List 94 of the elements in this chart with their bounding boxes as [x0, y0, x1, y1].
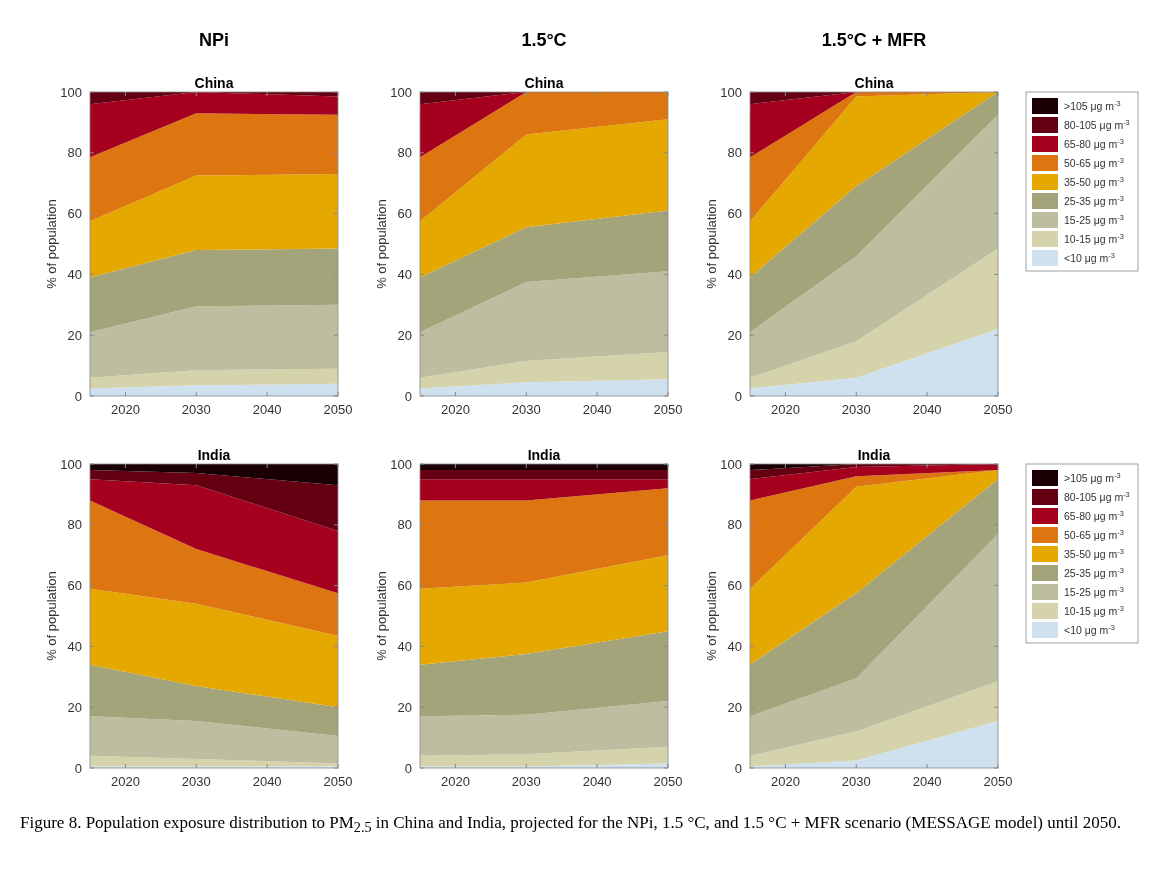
y-tick-label: 100 — [390, 456, 412, 472]
y-tick-label: 40 — [727, 266, 742, 282]
legend-label: 65-80 μg m$^{-3}$ — [1064, 136, 1124, 150]
x-tick-label: 2040 — [912, 774, 942, 789]
x-tick-label: 2020 — [110, 402, 140, 417]
x-tick-label: 2020 — [110, 774, 140, 789]
x-tick-label: 2020 — [440, 774, 470, 789]
legend-label: 25-35 μg m$^{-3}$ — [1064, 565, 1124, 579]
legend-label: 15-25 μg m$^{-3}$ — [1064, 584, 1124, 598]
y-tick-label: 80 — [397, 145, 412, 161]
x-tick-label: 2040 — [582, 774, 612, 789]
y-tick-label: 40 — [727, 638, 742, 654]
y-axis-title: % of population — [44, 199, 59, 289]
legend-label: 35-50 μg m$^{-3}$ — [1064, 174, 1124, 188]
y-tick-label: 80 — [67, 145, 82, 161]
legend-label: 25-35 μg m$^{-3}$ — [1064, 193, 1124, 207]
x-tick-label: 2030 — [841, 402, 871, 417]
legend-label: >105 μg m$^{-3}$ — [1064, 470, 1121, 484]
chart-title: 1.5°C — [521, 30, 567, 50]
chart-title: NPi — [198, 30, 230, 50]
legend-label: 15-25 μg m$^{-3}$ — [1064, 212, 1124, 226]
chart-subtitle: China — [854, 75, 894, 91]
y-axis-title: % of population — [44, 571, 59, 661]
x-tick-label: 2030 — [841, 774, 871, 789]
x-tick-label: 2040 — [912, 402, 942, 417]
y-tick-label: 0 — [734, 760, 742, 776]
chart-subtitle: India — [197, 447, 231, 463]
y-tick-label: 80 — [397, 517, 412, 533]
legend-label: <10 μg m$^{-3}$ — [1064, 250, 1115, 264]
x-tick-label: 2050 — [983, 774, 1013, 789]
y-tick-label: 60 — [67, 206, 82, 222]
y-tick-label: 20 — [67, 699, 82, 715]
chart-subtitle: India — [527, 447, 561, 463]
y-tick-label: 60 — [397, 578, 412, 594]
legend-label: 80-105 μg m$^{-3}$ — [1064, 489, 1130, 503]
y-tick-label: 20 — [727, 327, 742, 343]
x-tick-label: 2040 — [252, 774, 282, 789]
x-tick-label: 2050 — [653, 402, 683, 417]
x-tick-label: 2020 — [770, 402, 800, 417]
legend-label: 65-80 μg m$^{-3}$ — [1064, 508, 1124, 522]
y-tick-label: 40 — [397, 266, 412, 282]
legend-label: 50-65 μg m$^{-3}$ — [1064, 155, 1124, 169]
y-axis-title: % of population — [374, 199, 389, 289]
x-tick-label: 2020 — [440, 402, 470, 417]
y-tick-label: 100 — [60, 456, 82, 472]
legend-label: 80-105 μg m$^{-3}$ — [1064, 117, 1130, 131]
x-tick-label: 2030 — [181, 774, 211, 789]
x-tick-label: 2050 — [653, 774, 683, 789]
y-tick-label: 60 — [727, 206, 742, 222]
legend-label: <10 μg m$^{-3}$ — [1064, 622, 1115, 636]
y-tick-label: 100 — [390, 84, 412, 100]
chart-title: 1.5°C + MFR — [821, 30, 927, 50]
y-tick-label: 0 — [74, 760, 82, 776]
y-tick-label: 20 — [67, 327, 82, 343]
y-tick-label: 0 — [404, 760, 412, 776]
x-tick-label: 2040 — [252, 402, 282, 417]
y-tick-label: 100 — [60, 84, 82, 100]
y-tick-label: 60 — [397, 206, 412, 222]
x-tick-label: 2030 — [511, 402, 541, 417]
caption: Figure 8. Population exposure distribution to PM$_{2.5}$ in China and India, projected for the NPi, 1.5 °C, and 1.5 °C + MFR scenario (MESSAGE model) until 2050. — [19, 812, 1122, 837]
x-tick-label: 2030 — [511, 774, 541, 789]
y-tick-label: 40 — [67, 638, 82, 654]
legend-label: 10-15 μg m$^{-3}$ — [1064, 603, 1124, 617]
y-tick-label: 0 — [734, 388, 742, 404]
y-tick-label: 80 — [727, 517, 742, 533]
y-tick-label: 80 — [727, 145, 742, 161]
legend-label: 35-50 μg m$^{-3}$ — [1064, 546, 1124, 560]
x-tick-label: 2050 — [323, 402, 353, 417]
y-axis-title: % of population — [704, 199, 719, 289]
x-tick-label: 2040 — [582, 402, 612, 417]
legend-label: 50-65 μg m$^{-3}$ — [1064, 527, 1124, 541]
y-tick-label: 20 — [397, 699, 412, 715]
x-tick-label: 2050 — [983, 402, 1013, 417]
y-tick-label: 20 — [727, 699, 742, 715]
chart-subtitle: India — [857, 447, 891, 463]
y-tick-label: 40 — [67, 266, 82, 282]
y-tick-label: 100 — [720, 456, 742, 472]
y-tick-label: 100 — [720, 84, 742, 100]
y-axis-title: % of population — [704, 571, 719, 661]
y-axis-title: % of population — [374, 571, 389, 661]
y-tick-label: 20 — [397, 327, 412, 343]
y-tick-label: 60 — [727, 578, 742, 594]
chart-subtitle: China — [194, 75, 234, 91]
legend-label: 10-15 μg m$^{-3}$ — [1064, 231, 1124, 245]
y-tick-label: 0 — [404, 388, 412, 404]
legend-label: >105 μg m$^{-3}$ — [1064, 98, 1121, 112]
x-tick-label: 2030 — [181, 402, 211, 417]
chart-subtitle: China — [524, 75, 564, 91]
x-tick-label: 2020 — [770, 774, 800, 789]
y-tick-label: 40 — [397, 638, 412, 654]
y-tick-label: 0 — [74, 388, 82, 404]
x-tick-label: 2050 — [323, 774, 353, 789]
y-tick-label: 60 — [67, 578, 82, 594]
y-tick-label: 80 — [67, 517, 82, 533]
